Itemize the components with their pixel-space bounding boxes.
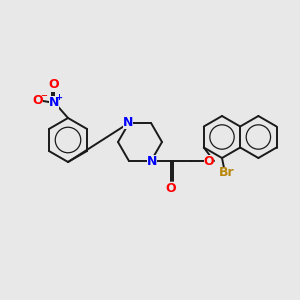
Text: N: N [147,154,157,168]
Text: O: O [33,94,43,107]
Text: +: + [56,92,62,101]
Text: O: O [49,79,59,92]
Text: O: O [204,154,214,168]
Text: O: O [166,182,176,195]
Text: −: − [40,92,47,100]
Text: N: N [123,116,133,129]
Text: Br: Br [219,167,235,179]
Text: N: N [49,95,59,109]
